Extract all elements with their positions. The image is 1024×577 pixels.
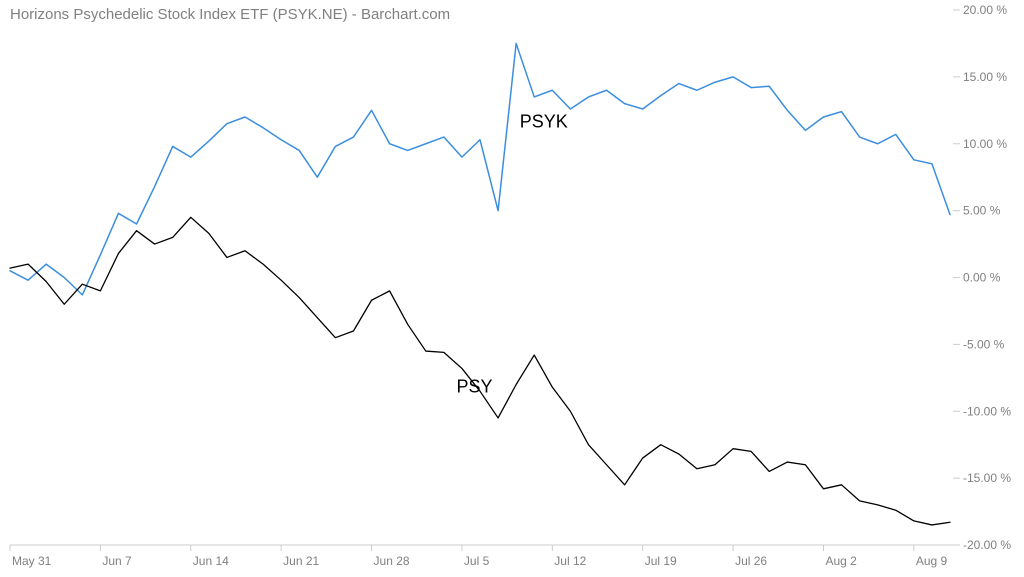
y-tick-label: 15.00 % [963,70,1007,84]
y-tick-label: -10.00 % [963,404,1011,418]
series-line-psy [10,217,950,525]
series-label-psy: PSY [457,377,493,397]
y-tick-label: 5.00 % [963,204,1001,218]
x-tick-label: Jun 21 [283,554,319,568]
chart-svg: -20.00 % -15.00 % -10.00 % -5.00 % 0.00 % 5.0… [0,0,1024,577]
x-tick-label: Jul 5 [464,554,490,568]
series-label-psyk: PSYK [520,112,568,132]
x-tick-label: Jun 28 [374,554,410,568]
x-tick-label: Jun 7 [102,554,132,568]
x-tick-label: Jul 26 [735,554,767,568]
x-tick-label: Jul 19 [645,554,677,568]
x-tick-label: Jul 12 [554,554,586,568]
y-tick-label: 20.00 % [963,3,1007,17]
series-line-psyk [10,43,950,294]
x-tick-label: May 31 [12,554,52,568]
chart-title: Horizons Psychedelic Stock Index ETF (PS… [10,6,450,23]
x-tick-label: Jun 14 [193,554,229,568]
x-tick-label: Aug 9 [916,554,948,568]
x-tick-label: Aug 2 [825,554,857,568]
y-tick-label: -5.00 % [963,337,1005,351]
y-tick-label: -15.00 % [963,471,1011,485]
y-tick-label: 0.00 % [963,271,1001,285]
y-tick-label: 10.00 % [963,137,1007,151]
y-tick-label: -20.00 % [963,538,1011,552]
stock-comparison-chart: Horizons Psychedelic Stock Index ETF (PS… [0,0,1024,577]
